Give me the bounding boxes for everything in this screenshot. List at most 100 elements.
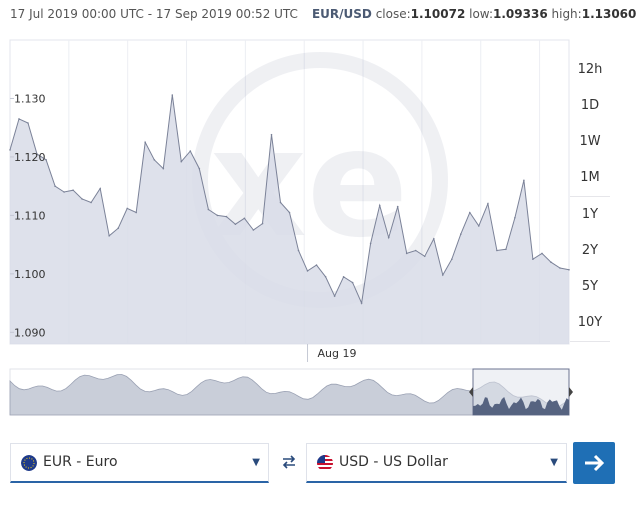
to-currency-label: USD - US Dollar [339,454,448,470]
area-fill [10,95,569,344]
data-point [45,159,47,161]
data-point [351,281,354,284]
data-point [442,274,444,276]
data-point [451,258,453,261]
data-point [117,227,119,229]
range-button-5y[interactable]: 5Y [570,269,610,306]
navigator-left-handle[interactable] [469,387,473,397]
navigator-right-handle[interactable] [569,387,573,397]
data-point [36,153,38,155]
data-point [207,208,210,211]
data-point [360,302,363,304]
from-currency-label: EUR - Euro [43,454,118,470]
data-point [90,201,92,204]
currency-pair: EUR/USD [311,7,372,21]
data-point [108,235,110,237]
y-tick-label: 1.090 [14,326,46,339]
data-point [27,122,29,124]
range-button-1w[interactable]: 1W [570,124,610,161]
high-label: high: [551,7,582,21]
data-point [423,255,426,258]
range-button-10y[interactable]: 10Y [570,305,610,342]
high-value: 1.13060 [581,7,637,21]
data-point [487,202,489,205]
y-tick-label: 1.100 [14,268,46,281]
data-point [532,258,534,261]
data-point [180,160,183,163]
low-label: low: [469,7,494,21]
data-point [189,150,192,152]
data-point [18,118,20,120]
data-point [270,133,273,136]
arrow-right-icon [585,454,605,472]
data-point [252,229,255,231]
data-point [126,207,128,210]
range-button-2y[interactable]: 2Y [570,233,610,270]
data-point [460,233,462,235]
to-currency-select[interactable]: USD - US Dollar ▼ [306,443,567,483]
data-point [514,216,516,219]
data-point [234,223,237,225]
data-point [568,269,570,271]
data-point [505,248,507,251]
us-flag-icon [317,455,333,471]
data-point [144,141,146,144]
chart-header: 17 Jul 2019 00:00 UTC - 17 Sep 2019 00:5… [10,7,636,21]
data-point [135,211,137,214]
data-point [153,159,156,161]
date-range: 17 Jul 2019 00:00 UTC - 17 Sep 2019 00:5… [10,7,298,21]
data-point [378,204,381,207]
convert-button[interactable] [573,442,615,484]
close-label: close: [375,7,411,21]
data-point [306,270,309,272]
data-point [523,179,525,182]
chevron-down-icon: ▼ [550,457,558,468]
chevron-down-icon: ▼ [252,457,260,468]
range-button-1d[interactable]: 1D [570,88,610,125]
data-point [405,252,408,255]
data-point [333,295,336,297]
data-points [9,94,570,304]
data-point [496,249,498,252]
from-currency-select[interactable]: EUR - Euro ▼ [10,443,269,483]
data-point [171,94,174,96]
data-point [81,198,83,200]
range-button-1m[interactable]: 1M [570,160,610,197]
y-axis-labels: 1.130 1.120 1.110 1.100 1.090 [10,92,46,339]
navigator-window[interactable] [469,368,573,416]
data-point [225,215,228,218]
data-point [478,225,480,227]
range-button-1y[interactable]: 1Y [570,197,610,234]
data-point [63,191,65,193]
y-tick-label: 1.130 [14,92,46,105]
data-point [198,167,201,170]
swap-icon[interactable] [281,454,297,470]
data-point [9,149,11,151]
data-point [297,249,300,252]
data-point [550,261,552,264]
data-point [261,222,264,225]
x-tick-label: Aug 19 [318,347,357,360]
eu-flag-icon [21,455,37,471]
navigator-selected-series [473,397,569,415]
data-point [396,205,399,208]
y-tick-label: 1.110 [14,209,46,222]
data-point [541,252,543,255]
range-button-12h[interactable]: 12h [570,52,610,89]
data-point [288,211,291,214]
data-point [433,238,435,240]
data-point [162,167,165,170]
data-point [315,264,318,266]
data-point [387,236,390,239]
data-point [279,201,282,204]
data-point [243,217,246,220]
x-axis-labels: Aug 19 [307,344,357,362]
data-point [369,242,372,245]
data-point [324,276,327,278]
data-point [469,211,471,214]
data-point [559,267,561,269]
close-value: 1.10072 [410,7,466,21]
data-point [216,214,219,217]
data-point [54,185,56,187]
